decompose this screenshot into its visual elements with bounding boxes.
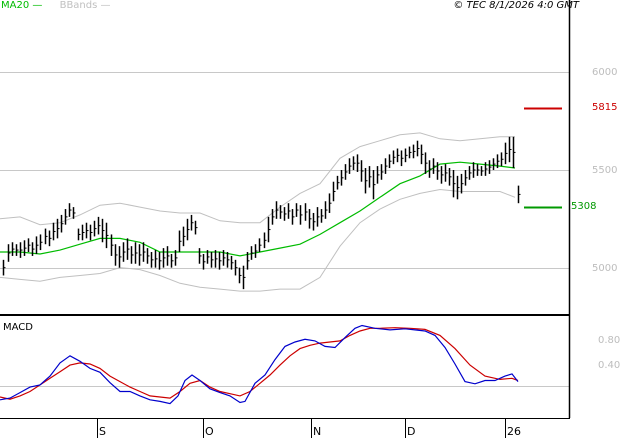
resistance-level-label: 5815 [592, 102, 618, 113]
macd-axis-label-080: 0.80 [598, 335, 621, 346]
price-bars [2, 136, 521, 290]
month-label-jan-26: 26 [507, 425, 521, 438]
y-axis-label-6000: 6000 [592, 67, 618, 78]
macd-lines [0, 324, 519, 405]
price-gridlines [0, 72, 569, 269]
x-axis-ticks [97, 419, 506, 438]
legend-ma20: MA20 — [1, 0, 43, 11]
chart-legend: MA20 — BBands — [1, 0, 111, 11]
legend-bbands: BBands — [59, 0, 111, 11]
y-axis-label-5500: 5500 [592, 165, 618, 176]
chart-frame [0, 0, 571, 419]
price-levels [524, 107, 562, 209]
bollinger-bands [0, 132, 516, 292]
month-label-sep: S [99, 425, 106, 438]
month-label-nov: N [313, 425, 322, 438]
macd-title: MACD [3, 322, 33, 333]
macd-axis-label-040: 0.40 [598, 360, 621, 371]
month-label-oct: O [205, 425, 214, 438]
y-axis-label-5000: 5000 [592, 263, 618, 274]
copyright-timestamp: © TEC 8/1/2026 4:0 GMT [453, 0, 579, 11]
support-level-label: 5308 [571, 201, 597, 212]
month-label-dec: D [407, 425, 416, 438]
